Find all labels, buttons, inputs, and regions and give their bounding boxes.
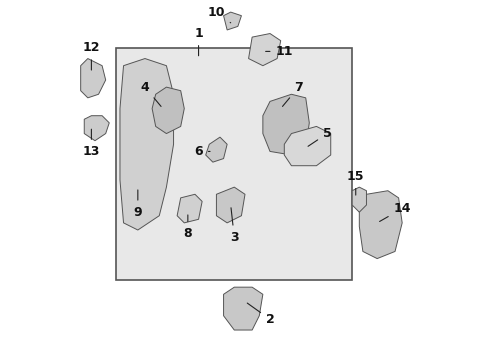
Polygon shape	[284, 126, 331, 166]
Text: 12: 12	[83, 41, 100, 70]
Polygon shape	[120, 59, 173, 230]
Text: 15: 15	[347, 170, 365, 195]
Polygon shape	[152, 87, 184, 134]
Text: 8: 8	[184, 215, 192, 240]
Text: 5: 5	[308, 127, 332, 146]
Polygon shape	[81, 59, 106, 98]
Text: 13: 13	[83, 129, 100, 158]
Text: 1: 1	[194, 27, 203, 56]
Text: 3: 3	[230, 208, 239, 244]
Polygon shape	[223, 12, 242, 30]
Text: 10: 10	[208, 6, 231, 23]
Polygon shape	[84, 116, 109, 141]
Polygon shape	[223, 287, 263, 330]
Text: 9: 9	[133, 190, 142, 219]
Text: 7: 7	[283, 81, 303, 107]
Text: 11: 11	[266, 45, 293, 58]
Polygon shape	[352, 187, 367, 212]
Polygon shape	[217, 187, 245, 223]
Polygon shape	[359, 191, 402, 258]
Polygon shape	[206, 137, 227, 162]
Polygon shape	[248, 33, 281, 66]
Text: 2: 2	[247, 303, 274, 326]
Text: 14: 14	[380, 202, 411, 221]
Polygon shape	[177, 194, 202, 223]
Text: 6: 6	[194, 145, 210, 158]
FancyBboxPatch shape	[117, 48, 352, 280]
Polygon shape	[263, 94, 309, 155]
Text: 4: 4	[141, 81, 161, 107]
